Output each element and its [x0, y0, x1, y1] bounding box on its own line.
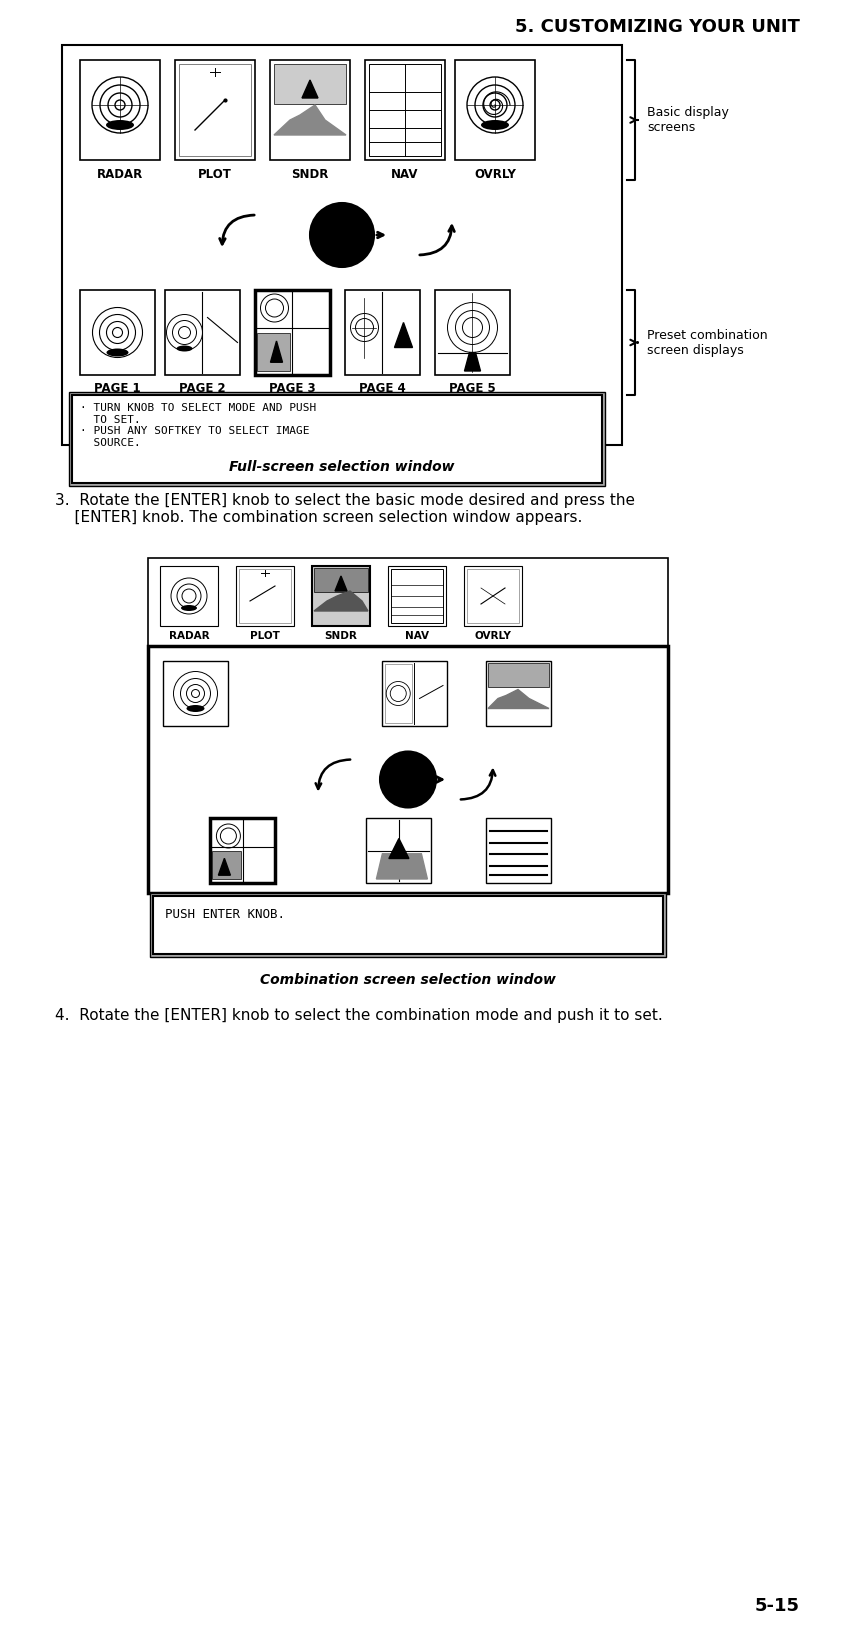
Text: Basic display
screens: Basic display screens	[647, 106, 728, 134]
Bar	[391, 569, 443, 623]
Text: NAV: NAV	[404, 631, 428, 641]
Circle shape	[310, 203, 374, 266]
Text: Full-screen selection window: Full-screen selection window	[229, 461, 454, 474]
Bar	[72, 395, 601, 484]
Bar	[385, 663, 412, 722]
Bar	[387, 565, 445, 626]
Polygon shape	[270, 342, 282, 363]
Bar	[163, 662, 228, 725]
Bar	[311, 565, 369, 626]
Bar	[80, 289, 154, 374]
Text: Combination screen selection window: Combination screen selection window	[260, 972, 555, 987]
Polygon shape	[394, 322, 412, 348]
Polygon shape	[314, 592, 368, 611]
Text: 5-15: 5-15	[754, 1596, 799, 1614]
Polygon shape	[218, 858, 230, 876]
Text: RADAR: RADAR	[169, 631, 209, 641]
Bar	[255, 289, 329, 374]
Text: SNDR: SNDR	[291, 168, 328, 180]
Ellipse shape	[181, 605, 197, 611]
Bar	[179, 64, 251, 155]
Polygon shape	[334, 577, 346, 592]
Text: 5. CUSTOMIZING YOUR UNIT: 5. CUSTOMIZING YOUR UNIT	[514, 18, 799, 36]
Polygon shape	[376, 853, 426, 879]
Circle shape	[380, 752, 436, 807]
Bar	[175, 60, 255, 160]
Bar	[62, 46, 621, 444]
Bar	[148, 557, 667, 645]
Bar	[485, 662, 550, 725]
Ellipse shape	[186, 704, 204, 712]
Ellipse shape	[107, 348, 128, 356]
Text: RADAR: RADAR	[96, 168, 143, 180]
Bar	[160, 565, 218, 626]
Text: 3.  Rotate the [ENTER] knob to select the basic mode desired and press the
    [: 3. Rotate the [ENTER] knob to select the…	[55, 493, 635, 526]
Text: PLOT: PLOT	[198, 168, 232, 180]
Polygon shape	[302, 80, 317, 98]
Polygon shape	[388, 838, 409, 858]
Bar	[434, 289, 509, 374]
Bar	[257, 332, 290, 371]
Text: 4.  Rotate the [ENTER] knob to select the combination mode and push it to set.: 4. Rotate the [ENTER] knob to select the…	[55, 1008, 662, 1023]
Bar	[69, 392, 604, 485]
Text: PUSH ENTER KNOB.: PUSH ENTER KNOB.	[165, 909, 285, 922]
Text: PAGE 2: PAGE 2	[179, 381, 225, 394]
Bar	[165, 289, 240, 374]
Bar	[274, 64, 345, 105]
Bar	[485, 819, 550, 882]
Bar	[210, 819, 275, 882]
Bar	[366, 819, 431, 882]
Bar	[235, 565, 293, 626]
Bar	[463, 565, 521, 626]
Text: SNDR: SNDR	[324, 631, 357, 641]
Bar	[455, 60, 534, 160]
Bar	[239, 569, 291, 623]
Bar	[487, 663, 548, 688]
Text: · TURN KNOB TO SELECT MODE AND PUSH
  TO SET.
· PUSH ANY SOFTKEY TO SELECT IMAGE: · TURN KNOB TO SELECT MODE AND PUSH TO S…	[80, 404, 316, 448]
Bar	[345, 289, 420, 374]
Bar	[212, 851, 241, 879]
Text: PLOT: PLOT	[250, 631, 280, 641]
Bar	[270, 60, 350, 160]
Text: PAGE 4: PAGE 4	[359, 381, 405, 394]
Text: NAV: NAV	[391, 168, 418, 180]
Text: PAGE 5: PAGE 5	[449, 381, 496, 394]
Bar	[467, 569, 519, 623]
Ellipse shape	[177, 345, 192, 351]
Text: OVRLY: OVRLY	[473, 168, 515, 180]
Text: PAGE 3: PAGE 3	[269, 381, 316, 394]
Polygon shape	[274, 105, 345, 136]
Bar	[80, 60, 160, 160]
Bar	[314, 569, 368, 592]
Polygon shape	[464, 353, 480, 371]
Text: PAGE 1: PAGE 1	[94, 381, 141, 394]
Bar	[368, 64, 440, 155]
Polygon shape	[487, 690, 548, 709]
Text: Preset combination
screen displays: Preset combination screen displays	[647, 328, 767, 356]
Text: OVRLY: OVRLY	[474, 631, 511, 641]
Bar	[148, 645, 667, 894]
Bar	[381, 662, 446, 725]
Bar	[153, 895, 662, 954]
Bar	[364, 60, 444, 160]
Ellipse shape	[480, 119, 508, 131]
Ellipse shape	[106, 119, 134, 131]
Bar	[150, 894, 665, 958]
